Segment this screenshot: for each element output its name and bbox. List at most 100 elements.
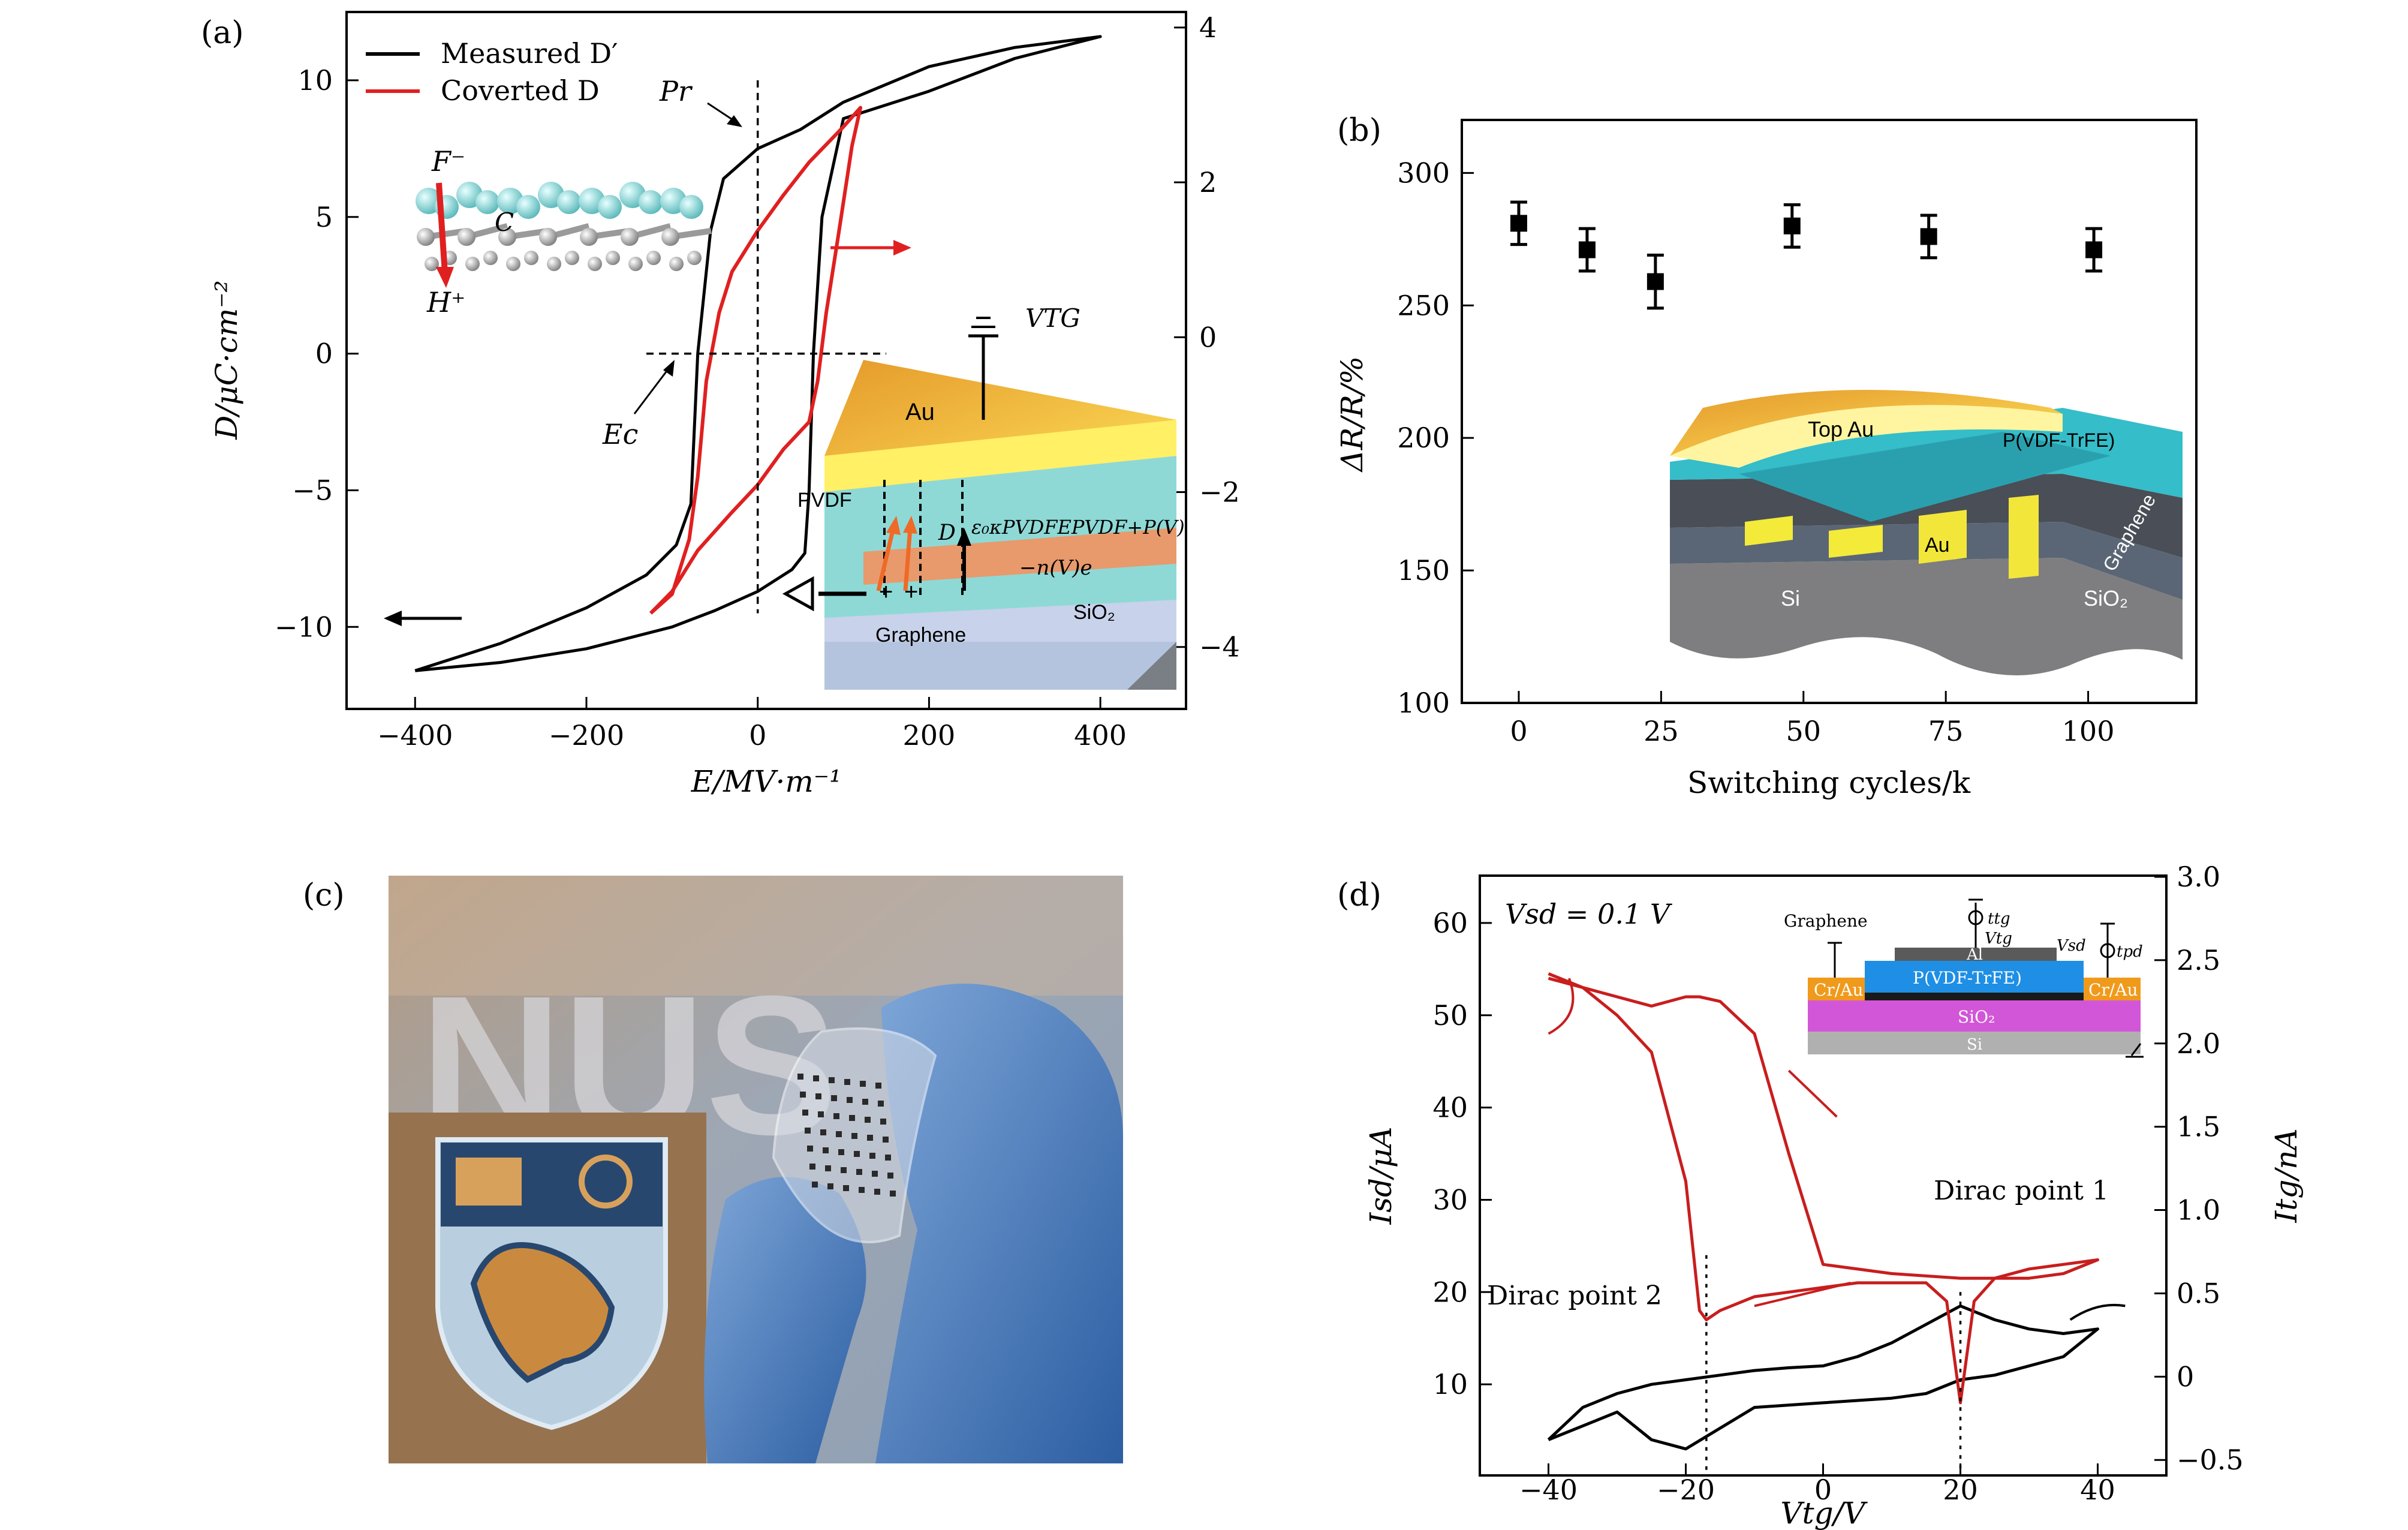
x-tick-label-d: 0	[1814, 1474, 1832, 1506]
device-dot	[823, 1147, 829, 1153]
y-tick-label-b: 150	[1397, 554, 1450, 587]
device-dot	[862, 1099, 868, 1105]
sweep-arrow-red-2	[1754, 1281, 1851, 1307]
label-sio2-b: SiO₂	[2084, 586, 2128, 611]
device-dot	[825, 1165, 831, 1171]
inset-label-si: Si	[1967, 1036, 1982, 1054]
device-dot	[812, 1182, 818, 1188]
y-tick-label-d: 20	[1432, 1276, 1468, 1308]
annotation-dirac-1: Dirac point 1	[1934, 1176, 2109, 1206]
ylabel-d: Isd/μA	[1363, 1127, 1398, 1225]
device-dot	[820, 1129, 826, 1135]
y2-tick-label-d: 0.5	[2177, 1277, 2220, 1309]
curves-a	[414, 35, 1102, 672]
y2-tick-label-d: 2.0	[2177, 1027, 2220, 1060]
legend-label-1: Coverted D	[441, 74, 600, 107]
molecule-inset: F⁻ C H⁺	[416, 145, 712, 318]
device-dot	[838, 1149, 844, 1155]
annotation-dirac-2: Dirac point 2	[1487, 1280, 1662, 1311]
device-dot	[872, 1171, 878, 1177]
plot-frame-a	[345, 11, 1187, 710]
inset-label-sio2: SiO₂	[1958, 1007, 1995, 1027]
ec-pointer	[633, 364, 673, 414]
x-tick-label-a: 0	[749, 719, 766, 752]
device-dot	[880, 1119, 886, 1125]
device-dots	[797, 1074, 896, 1197]
inset-label-vsd: Vsd	[2057, 937, 2086, 955]
y2label-d: Itg/nA	[2269, 1128, 2304, 1223]
crest-book	[456, 1158, 522, 1206]
x-tick-label-d: 40	[2080, 1474, 2115, 1506]
glove-fingers	[875, 984, 1123, 1463]
fluorine-atom	[639, 190, 663, 214]
y2-tick-label-a: 2	[1199, 166, 1217, 199]
xlabel-a: E/MV·m⁻¹	[691, 764, 841, 799]
x-tick-label-a: −400	[377, 719, 453, 752]
photo-top-band	[389, 876, 1123, 996]
device-dot	[859, 1187, 865, 1193]
device-dot	[875, 1083, 881, 1089]
sweep-arrow-red-3	[1548, 978, 1575, 1035]
inset-label-vtg: Vtg	[1985, 930, 2012, 948]
hydrogen-atom	[588, 257, 602, 271]
data-point-b	[1920, 228, 1937, 245]
device-dot	[827, 1183, 833, 1189]
hydrogen-atom	[628, 257, 643, 271]
carbon-atom	[417, 228, 435, 246]
x-tick-label-a: 400	[1074, 719, 1127, 752]
label-pvdftrfe-b: P(VDF-TrFE)	[2003, 429, 2115, 451]
inset-label-ttg: ttg	[1988, 910, 2010, 928]
carbon-atom	[580, 228, 598, 246]
x-tick-label-a: −200	[549, 719, 624, 752]
device-dot	[856, 1169, 862, 1175]
glove-thumb	[704, 1177, 866, 1463]
y2-tick-label-d: 1.0	[2177, 1194, 2220, 1227]
hydrogen-atom	[669, 257, 684, 271]
data-point-b	[1510, 215, 1527, 232]
fluorine-atom	[516, 195, 540, 219]
panel-label-c: (c)	[303, 877, 345, 913]
itg-curve	[1548, 972, 2099, 1405]
measured-d-curve	[414, 35, 1102, 672]
inset-label-tpd: tpd	[2117, 943, 2143, 961]
data-point-b	[1783, 217, 1801, 235]
x-tick-label-a: 200	[903, 719, 956, 752]
device-dot	[854, 1151, 860, 1157]
panel-a: (a) −400 −200 0 200 400 −10 −5 0 5 10 −4 −2 0 2 4 Meas…	[201, 11, 1240, 799]
x-tick-label-d: −40	[1519, 1474, 1578, 1506]
y2-tick-label-a: −2	[1199, 476, 1240, 508]
x-tick-label-b: 50	[1786, 715, 1821, 747]
data-point-b	[1647, 273, 1664, 290]
x-tick-label-b: 100	[2062, 715, 2115, 747]
x-tick-label-b: 25	[1644, 715, 1679, 747]
crest-rings	[579, 1155, 633, 1209]
y-tick-label-b: 300	[1397, 157, 1450, 189]
device-dot	[883, 1137, 889, 1143]
panel-label-a: (a)	[201, 15, 244, 51]
inset-label-crau-right: Cr/Au	[2088, 980, 2138, 1000]
xlabel-d: Vtg/V	[1780, 1496, 1868, 1530]
device-dot	[885, 1155, 891, 1161]
pr-pointer-head	[727, 115, 742, 127]
panel-label-d: (d)	[1337, 877, 1381, 913]
panel-label-b: (b)	[1337, 113, 1381, 149]
y2-tick-label-d: 3.0	[2177, 861, 2220, 893]
y2-tick-label-a: 0	[1199, 321, 1217, 353]
device-dot	[890, 1191, 896, 1197]
carbon-atom	[661, 228, 679, 246]
y2-tick-label-d: 2.5	[2177, 944, 2220, 976]
hydrogen-atom	[606, 251, 620, 265]
device-inset-b: Top Au P(VDF-TrFE) Au Graphene Si SiO₂	[1670, 390, 2183, 675]
device-dot	[813, 1075, 819, 1081]
device-dot	[841, 1167, 847, 1173]
dipole-arrowhead	[436, 267, 454, 288]
dipole-arrow	[436, 182, 448, 273]
device-dot	[843, 1185, 849, 1191]
y-tick-label-d: 60	[1432, 907, 1468, 939]
data-point-b	[2085, 241, 2103, 258]
label-c: C	[495, 208, 514, 237]
y-tick-label-b: 200	[1397, 422, 1450, 454]
label-sio2-a: SiO₂	[1073, 601, 1115, 624]
ticks-a: −400 −200 0 200 400 −10 −5 0 5 10 −4 −2 0 2 4	[275, 11, 1240, 752]
hydrogen-atom	[687, 251, 702, 265]
